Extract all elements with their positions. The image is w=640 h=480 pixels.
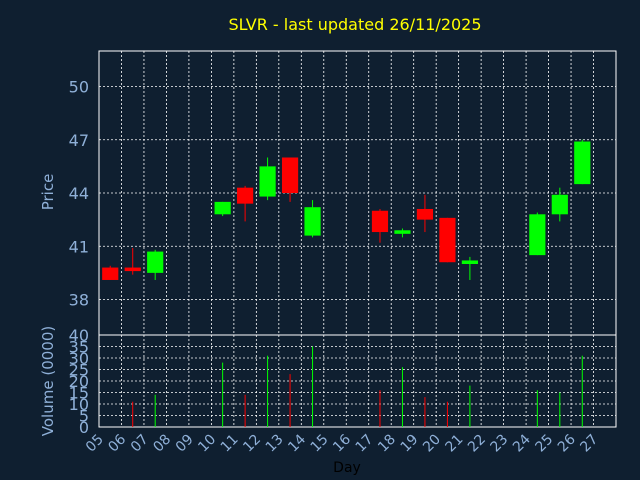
candle-body [416,208,434,220]
volume-tick-label: 0 [79,418,89,437]
candle-body [214,201,231,215]
candle-body [281,157,299,193]
candle-body [551,194,568,215]
chart-title: SLVR - last updated 26/11/2025 [228,15,481,34]
price-tick-label: 41 [69,237,89,256]
candle-body [102,267,119,280]
volume-tick-label: 25 [69,361,89,380]
candle-body [237,187,254,204]
volume-tick-label: 10 [69,395,89,414]
volume-axis-label: Volume (0000) [39,326,57,436]
volume-tick-label: 40 [69,326,89,345]
price-tick-label: 50 [69,78,89,97]
volume-tick-label: 15 [69,384,89,403]
volume-tick-label: 35 [69,338,89,357]
candle-body [394,230,411,234]
volume-tick-label: 20 [69,372,89,391]
candle-body [124,267,141,272]
candle-body [147,251,164,273]
day-axis-label: Day [333,460,361,476]
candle-body [304,207,321,236]
price-tick-label: 44 [69,184,89,203]
volume-tick-label: 30 [69,349,89,368]
candle-body [371,210,389,233]
volume-tick-label: 5 [79,407,89,426]
candle-body [461,260,478,264]
price-tick-label: 47 [69,131,89,150]
price-tick-label: 38 [69,291,89,310]
candle-body [529,214,546,256]
candle-body [574,141,591,185]
candle-body [259,166,276,197]
price-panel: 38 41 44 47 50 [69,50,617,336]
price-axis-label: Price [39,174,57,211]
candle-body [439,217,456,263]
